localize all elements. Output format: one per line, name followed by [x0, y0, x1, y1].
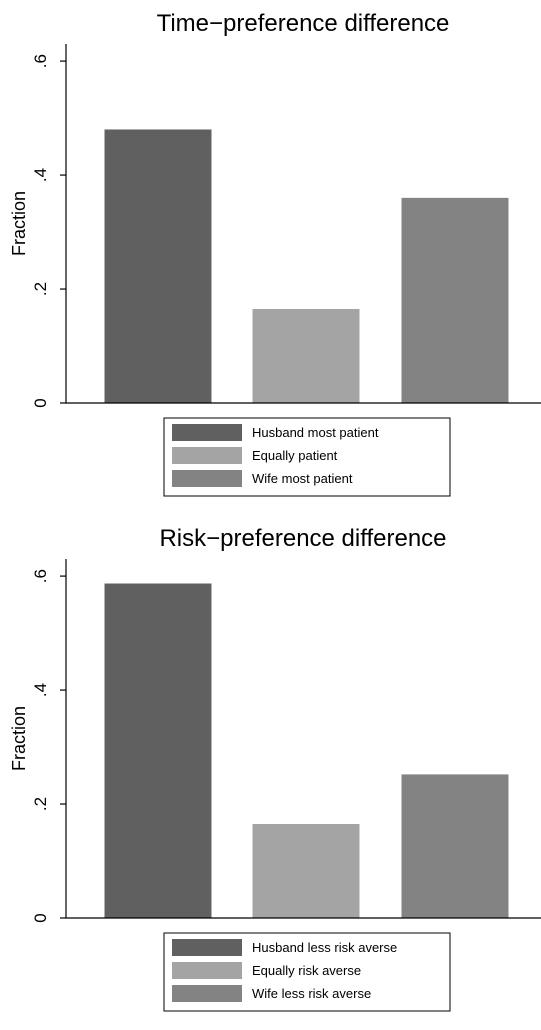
bar-3: [401, 774, 509, 918]
y-axis-label: Fraction: [9, 706, 29, 771]
chart-svg: Risk−preference difference Fraction 0 .2 .4.…: [9, 525, 541, 1012]
legend-label-1: Husband less risk averse: [252, 940, 397, 955]
legend-label-2: Equally patient: [252, 448, 338, 463]
legend-label-2: Equally risk averse: [252, 963, 361, 978]
y-tick-label: 0: [31, 398, 50, 407]
legend-label-3: Wife less risk averse: [252, 986, 371, 1001]
bar-3: [401, 197, 509, 403]
legend-swatch-1: [172, 939, 242, 956]
y-tick-label: .4: [31, 683, 50, 697]
chart-title: Risk−preference difference: [159, 525, 446, 552]
bar-2: [252, 823, 360, 918]
y-tick-label: .6: [31, 54, 50, 68]
legend-swatch-1: [172, 424, 242, 441]
legend-label-1: Husband most patient: [252, 425, 379, 440]
chart-svg: Time−preference difference Fraction 0 .2 .4.…: [9, 10, 541, 497]
legend-swatch-2: [172, 962, 242, 979]
bar-1: [104, 583, 212, 918]
y-axis-label: Fraction: [9, 191, 29, 256]
risk-preference-chart: Risk−preference difference Fraction 0 .2 .4.…: [0, 515, 541, 1030]
bar-2: [252, 308, 360, 403]
y-tick-label: .2: [31, 797, 50, 811]
legend-swatch-3: [172, 985, 242, 1002]
y-tick-label: .2: [31, 282, 50, 296]
time-preference-chart: Time−preference difference Fraction 0 .2 .4.…: [9, 10, 541, 497]
y-tick-label: .4: [31, 168, 50, 182]
y-tick-label: 0: [31, 913, 50, 922]
legend-label-3: Wife most patient: [252, 471, 353, 486]
y-tick-label: .6: [31, 569, 50, 583]
bar-1: [104, 129, 212, 403]
legend-swatch-3: [172, 470, 242, 487]
legend-swatch-2: [172, 447, 242, 464]
chart-title: Time−preference difference: [157, 10, 450, 37]
